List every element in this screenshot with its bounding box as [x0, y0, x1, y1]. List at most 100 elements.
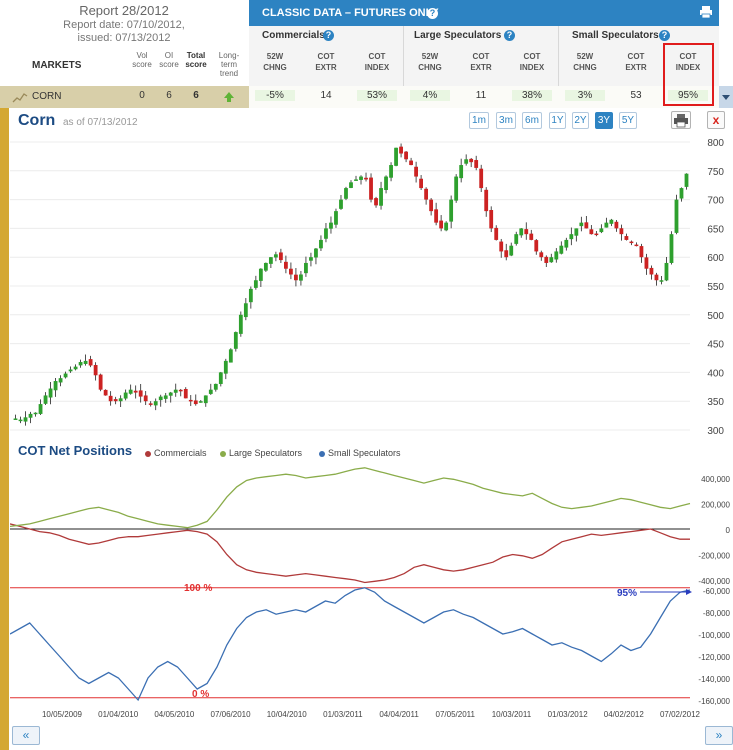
candle-body: [639, 246, 644, 258]
help-icon-small-spec[interactable]: ?: [659, 30, 670, 41]
legend-large-spec: Large Speculators: [220, 448, 302, 458]
price-tick-label: 450: [707, 340, 724, 351]
cot-tick-label: -160,000: [698, 697, 730, 706]
col-header-cot-index: COT INDEX: [364, 52, 390, 72]
print-chart-button[interactable]: [671, 111, 691, 129]
chart-asof: as of 07/13/2012: [63, 117, 138, 128]
candle-body: [474, 160, 479, 168]
group-divider: [403, 26, 404, 108]
legend-label: Small Speculators: [328, 448, 401, 458]
candle-body: [379, 188, 383, 206]
help-icon-classic[interactable]: ?: [427, 8, 438, 19]
label-0: 0 %: [192, 689, 209, 700]
x-tick-label: 10/03/2011: [492, 710, 532, 719]
candle-body: [113, 399, 118, 402]
candle-body: [564, 239, 569, 248]
series-line-commercials: [10, 523, 690, 584]
market-name: CORN: [32, 91, 62, 102]
report-date: Report date: 07/10/2012,: [63, 19, 185, 31]
total-score-line1: Total: [186, 51, 206, 60]
x-tick-label: 07/02/2012: [660, 710, 701, 719]
legend-label: Large Speculators: [229, 448, 303, 458]
total-score-value: 6: [193, 90, 199, 101]
candle-body: [278, 252, 283, 261]
print-icon[interactable]: [699, 5, 713, 19]
range-button-5y[interactable]: 5Y: [619, 112, 637, 129]
candle-body: [148, 403, 153, 405]
candle-body: [118, 398, 123, 402]
price-tick-label: 700: [707, 196, 724, 207]
help-icon-commercials[interactable]: ?: [323, 30, 334, 41]
cot-tick-label: -200,000: [698, 552, 730, 561]
row-expand-toggle[interactable]: [719, 86, 733, 108]
candle-body: [554, 251, 559, 260]
price-chart: 300 350 400 450 500 550 600 650 700 750 800: [10, 138, 724, 437]
cot-tick-label: -60,000: [703, 587, 731, 596]
col-header-cot-extr: COT EXTR: [625, 52, 647, 72]
candle-body: [494, 227, 499, 240]
panel-accent-bar: [0, 108, 9, 750]
candle-body: [509, 245, 514, 256]
candle-body: [624, 236, 629, 240]
prev-button[interactable]: «: [12, 726, 40, 745]
candle-body: [679, 188, 684, 199]
group-title-large-spec: Large Speculators: [414, 30, 502, 41]
candle-body: [198, 401, 203, 403]
cot-tick-label: 0: [726, 526, 731, 535]
candle-body: [529, 233, 534, 240]
candle-body: [674, 199, 679, 233]
candle-body: [634, 244, 639, 247]
candle-body: [569, 234, 574, 240]
range-button-6m[interactable]: 6m: [522, 112, 542, 129]
next-button[interactable]: »: [705, 726, 733, 745]
price-tick-label: 750: [707, 167, 724, 178]
range-button-1y[interactable]: 1Y: [549, 112, 566, 129]
candle-body: [53, 381, 58, 391]
candle-body: [63, 373, 68, 378]
candle-body: [579, 222, 584, 227]
label-100: 100 %: [184, 583, 212, 594]
group-title-small-spec: Small Speculators: [572, 30, 659, 41]
candle-body: [534, 240, 539, 252]
trend-line3: trend: [219, 69, 239, 78]
large-spec-cot-extr: 11: [475, 90, 487, 101]
range-button-3m[interactable]: 3m: [496, 112, 516, 129]
candle-body: [23, 417, 28, 422]
candle-body: [544, 256, 549, 263]
candle-body: [404, 151, 408, 160]
x-tick-label: 07/06/2010: [211, 710, 252, 719]
price-tick-label: 300: [707, 426, 724, 437]
group-title-commercials: Commercials: [262, 30, 325, 41]
candle-body: [73, 366, 78, 370]
oi-score-value: 6: [166, 90, 172, 101]
candle-body: [584, 222, 589, 229]
x-tick-label: 07/05/2011: [436, 710, 476, 719]
candle-body: [619, 228, 624, 235]
price-tick-label: 350: [707, 397, 724, 408]
candle-body: [489, 209, 494, 229]
label-95: 95%: [617, 588, 637, 599]
candle-body: [153, 401, 158, 406]
close-chart-button[interactable]: x: [707, 111, 725, 129]
legend-commercials: Commercials: [145, 448, 207, 458]
help-icon-large-spec[interactable]: ?: [504, 30, 515, 41]
small-spec-52w-chng: 3%: [565, 90, 605, 101]
candle-body: [394, 147, 398, 166]
small-spec-cot-index: 95%: [668, 90, 708, 101]
cot-tick-label: 200,000: [701, 501, 730, 510]
range-button-1m[interactable]: 1m: [469, 112, 489, 129]
cot-chart-title: COT Net Positions: [18, 443, 133, 458]
printer-icon: [674, 114, 688, 128]
legend-dot: [220, 450, 226, 457]
oi-score-header: OI score: [157, 51, 181, 69]
classic-data-bar: [249, 0, 719, 26]
candle-body: [43, 395, 48, 404]
candle-body: [138, 390, 143, 397]
range-button-2y[interactable]: 2Y: [572, 112, 589, 129]
cot-chart: 400,000 200,000 0 -200,000 -400,000-60,000 -8…: [10, 467, 731, 719]
price-tick-label: 500: [707, 311, 724, 322]
range-button-3y[interactable]: 3Y: [595, 112, 613, 129]
legend-dot: [319, 450, 325, 457]
cot-tick-label: -80,000: [703, 609, 731, 618]
candle-body: [424, 188, 429, 200]
